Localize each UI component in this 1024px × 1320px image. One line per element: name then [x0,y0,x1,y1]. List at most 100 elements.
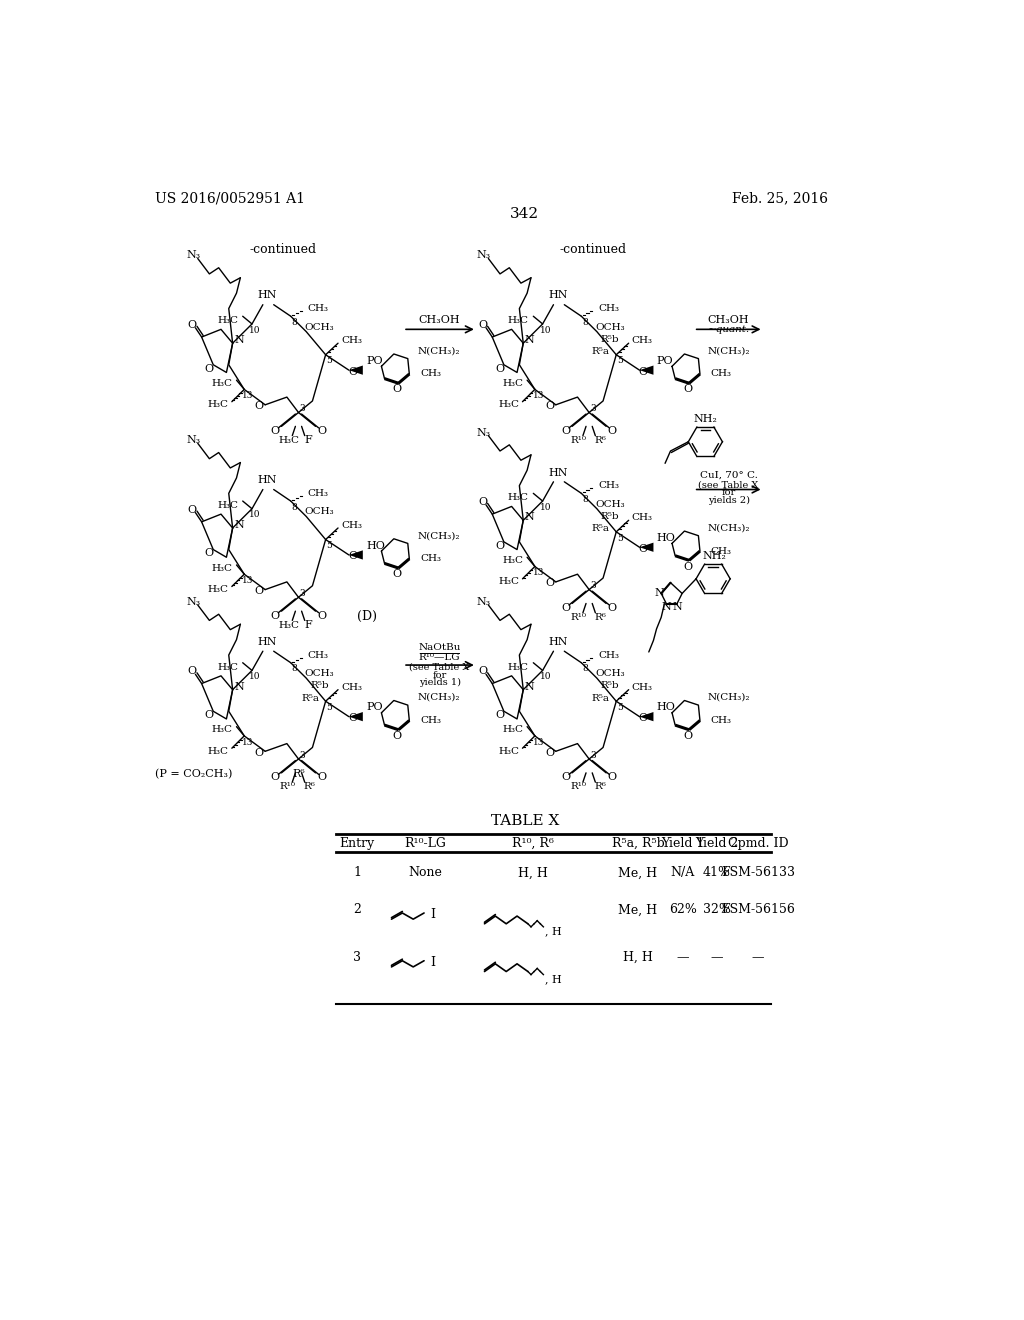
Text: O: O [608,603,616,612]
Text: NH₂: NH₂ [702,550,727,561]
Text: O: O [639,367,648,376]
Text: R⁵a: R⁵a [592,347,609,356]
Text: R¹⁰, R⁶: R¹⁰, R⁶ [512,837,554,850]
Text: 5: 5 [617,704,623,711]
Text: CH₃: CH₃ [341,682,362,692]
Text: NH₂: NH₂ [693,413,718,424]
Text: R⁶: R⁶ [594,783,606,791]
Text: N: N [524,681,535,692]
Text: 8: 8 [583,318,588,327]
Text: CH₃: CH₃ [341,521,362,531]
Polygon shape [640,543,653,552]
Text: 3: 3 [300,751,305,759]
Text: 13: 13 [243,738,254,747]
Text: HN: HN [549,290,568,301]
Text: H₃C: H₃C [502,725,523,734]
Text: R⁵b: R⁵b [601,681,620,690]
Text: 8: 8 [583,495,588,504]
Text: 2: 2 [353,903,361,916]
Text: 3: 3 [353,952,361,964]
Text: ~quant.: ~quant. [708,325,750,334]
Text: O: O [205,710,214,721]
Text: CH₃: CH₃ [632,337,652,346]
Text: O: O [608,426,616,436]
Text: PO: PO [366,702,383,713]
Text: -continued: -continued [559,243,627,256]
Text: 3: 3 [590,404,596,413]
Text: N₃: N₃ [186,251,201,260]
Text: 10: 10 [250,511,261,519]
Text: CH₃: CH₃ [598,651,620,660]
Text: 5: 5 [327,704,333,711]
Text: 5: 5 [327,356,333,366]
Text: 10: 10 [250,672,261,681]
Text: H₃C: H₃C [502,556,523,565]
Text: O: O [270,426,280,436]
Text: H₃C: H₃C [279,436,300,445]
Text: O: O [496,710,505,721]
Text: CH₃: CH₃ [308,488,329,498]
Text: N(CH₃)₂: N(CH₃)₂ [417,346,460,355]
Text: yields 1): yields 1) [419,678,461,688]
Text: R¹⁰: R¹⁰ [570,783,587,791]
Text: 13: 13 [534,391,545,400]
Polygon shape [640,711,653,721]
Text: (P = CO₂CH₃): (P = CO₂CH₃) [155,770,232,780]
Text: R¹⁰-LG: R¹⁰-LG [403,837,445,850]
Text: N: N [524,512,535,523]
Text: 3: 3 [590,751,596,759]
Text: —: — [752,952,764,964]
Text: OCH₃: OCH₃ [595,669,625,678]
Text: H₃C: H₃C [212,379,232,388]
Text: HN: HN [258,475,278,486]
Text: Me, H: Me, H [618,903,657,916]
Text: OCH₃: OCH₃ [305,507,334,516]
Text: H₃C: H₃C [508,494,528,503]
Text: H₃C: H₃C [212,725,232,734]
Text: O: O [392,384,401,395]
Text: US 2016/0052951 A1: US 2016/0052951 A1 [155,191,305,206]
Text: NaOtBu: NaOtBu [419,643,461,652]
Text: for: for [722,488,736,498]
Text: 62%: 62% [669,903,697,916]
Text: O: O [270,611,280,620]
Text: 8: 8 [292,664,298,673]
Text: HN: HN [549,467,568,478]
Text: 5: 5 [327,541,333,550]
Text: 3: 3 [300,404,305,413]
Text: N₃: N₃ [476,428,490,437]
Text: R⁶: R⁶ [594,436,606,445]
Text: N: N [234,681,244,692]
Text: R⁵a: R⁵a [592,694,609,702]
Text: (D): (D) [356,610,377,623]
Text: O: O [317,426,327,436]
Text: CH₃: CH₃ [711,546,732,556]
Text: HN: HN [258,290,278,301]
Text: CH₃: CH₃ [420,370,441,379]
Text: O: O [561,603,570,612]
Text: CH₃: CH₃ [420,554,441,564]
Text: 13: 13 [243,576,254,585]
Text: N: N [524,335,535,345]
Text: O: O [683,731,692,741]
Text: 10: 10 [540,503,552,512]
Text: 10: 10 [250,326,261,334]
Text: R⁶: R⁶ [303,783,315,791]
Text: O: O [639,544,648,554]
Text: 5: 5 [617,533,623,543]
Text: CH₃: CH₃ [308,651,329,660]
Text: O: O [348,713,357,723]
Text: O: O [545,401,554,412]
Text: I: I [430,908,435,921]
Text: N: N [660,602,671,612]
Text: H₃C: H₃C [208,585,228,594]
Text: , H: , H [545,974,562,985]
Text: O: O [254,401,263,412]
Text: 10: 10 [540,672,552,681]
Text: H₃C: H₃C [508,663,528,672]
Text: N: N [654,589,665,598]
Text: H₃C: H₃C [217,317,238,325]
Text: 41%: 41% [703,866,731,879]
Text: 3: 3 [300,589,305,598]
Text: HN: HN [549,638,568,647]
